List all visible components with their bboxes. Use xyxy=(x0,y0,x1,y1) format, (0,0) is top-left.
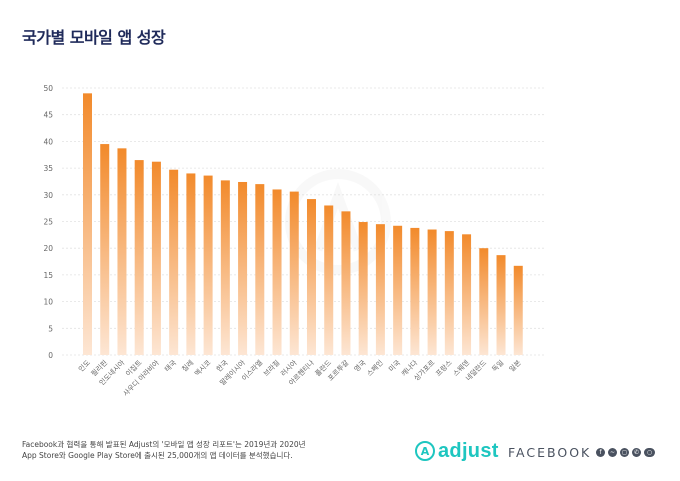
y-tick-label: 15 xyxy=(43,271,53,280)
grid-lines xyxy=(62,87,545,356)
oculus-icon: ○ xyxy=(644,448,655,457)
facebook-logo: FACEBOOK xyxy=(508,445,592,460)
bar xyxy=(83,93,92,355)
bars xyxy=(83,93,523,355)
bar xyxy=(358,222,368,355)
y-tick-label: 5 xyxy=(48,324,53,333)
adjust-logo: A adjust xyxy=(415,438,499,464)
y-tick-label: 10 xyxy=(43,298,53,307)
y-axis-ticks: 0 5 10 15 20 25 30 35 40 45 50 xyxy=(43,84,53,360)
x-tick-label: 브라질 xyxy=(261,358,281,378)
bar xyxy=(238,181,248,355)
watermark-logo xyxy=(285,169,391,275)
x-tick-label: 멕시코 xyxy=(192,358,212,378)
y-tick-label: 40 xyxy=(43,137,53,146)
y-tick-label: 30 xyxy=(43,191,53,200)
social-icons: f ~ ◻ ✆ ○ xyxy=(596,448,655,457)
bar xyxy=(410,227,420,355)
adjust-logo-text: adjust xyxy=(438,439,499,462)
y-tick-label: 20 xyxy=(43,244,53,253)
bar xyxy=(375,224,385,355)
messenger-icon: ~ xyxy=(608,448,617,457)
bar xyxy=(324,205,334,355)
bar xyxy=(393,225,403,355)
adjust-logo-icon: A xyxy=(415,441,435,461)
bar xyxy=(306,199,316,355)
x-tick-label: 프랑스 xyxy=(434,358,454,378)
bar xyxy=(289,191,299,355)
bar xyxy=(341,211,351,355)
bar xyxy=(444,231,454,355)
bar xyxy=(117,148,127,355)
x-tick-label: 일본 xyxy=(507,358,523,374)
bar xyxy=(186,173,196,355)
bar xyxy=(100,144,110,355)
bar xyxy=(134,160,144,355)
y-tick-label: 35 xyxy=(43,164,53,173)
bar xyxy=(151,161,161,355)
x-tick-label: 스페인 xyxy=(365,358,385,378)
bar xyxy=(203,175,213,355)
bar xyxy=(255,184,265,355)
bar xyxy=(220,180,230,355)
x-tick-label: 독일 xyxy=(490,358,505,373)
y-tick-label: 25 xyxy=(43,218,53,227)
whatsapp-icon: ✆ xyxy=(632,448,641,457)
footnote-line-2: App Store와 Google Play Store에 출시된 25,000… xyxy=(22,451,293,460)
y-tick-label: 0 xyxy=(48,351,53,360)
bar xyxy=(169,169,179,355)
bar xyxy=(462,234,472,355)
x-tick-label: 태국 xyxy=(163,358,178,373)
y-tick-label: 50 xyxy=(43,84,53,93)
footnote-line-1: Facebook과 협력을 통해 발표된 Adjust의 '모바일 앱 성장 리… xyxy=(22,440,306,449)
bar xyxy=(272,189,282,355)
y-tick-label: 45 xyxy=(43,111,53,120)
instagram-icon: ◻ xyxy=(620,448,629,457)
x-tick-label: 칠레 xyxy=(180,358,195,373)
bar xyxy=(513,265,523,355)
footnote: Facebook과 협력을 통해 발표된 Adjust의 '모바일 앱 성장 리… xyxy=(22,439,306,461)
page-title: 국가별 모바일 앱 성장 xyxy=(22,28,166,47)
bar xyxy=(427,229,437,355)
bar xyxy=(496,255,506,355)
facebook-icon: f xyxy=(596,448,605,457)
bar xyxy=(479,248,489,355)
